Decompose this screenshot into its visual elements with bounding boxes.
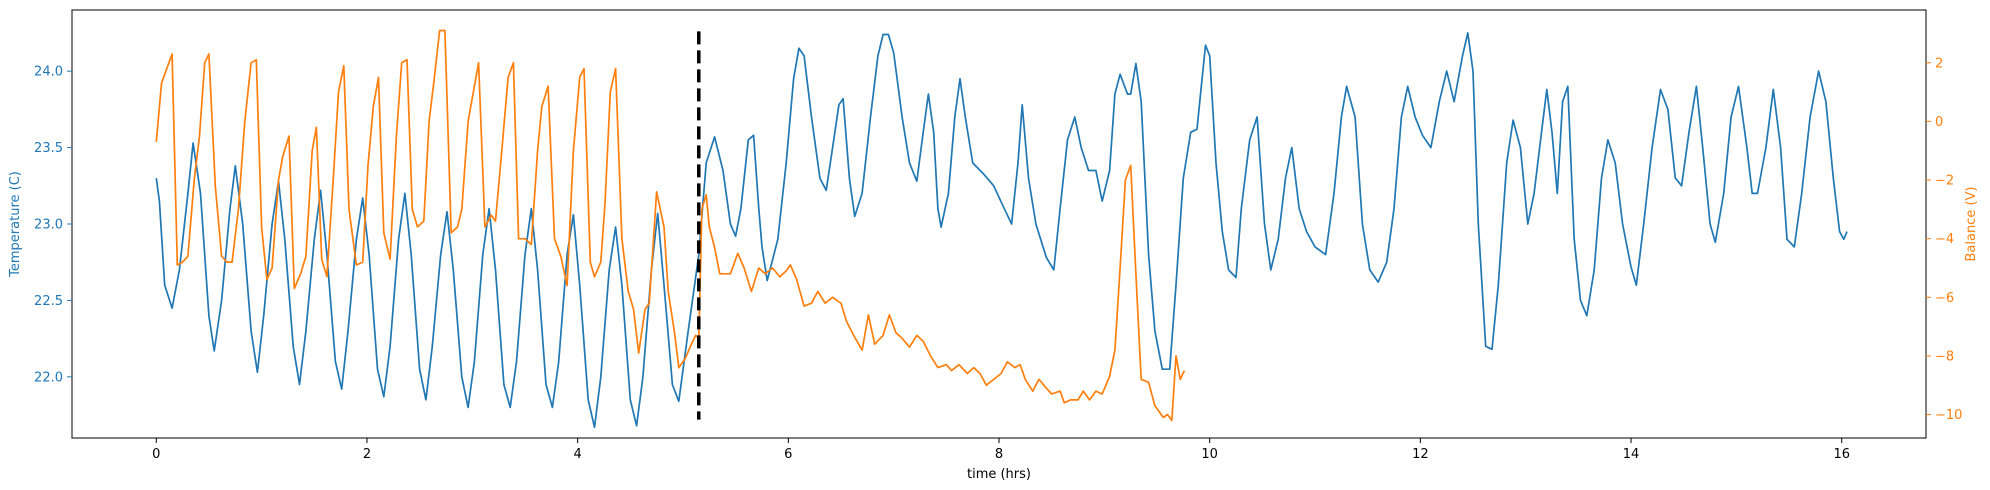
left-y-tick-label: 23.5 [34, 141, 63, 156]
right-y-tick-label: −4 [1935, 232, 1954, 247]
left-y-tick-label: 22.5 [34, 294, 63, 309]
x-axis: 0 2 4 6 8 10 12 14 16 [152, 438, 1850, 462]
x-tick-label: 8 [995, 447, 1003, 462]
right-y-axis: −10 −8 −6 −4 −2 0 2 [1926, 56, 1962, 423]
x-tick-label: 6 [784, 447, 792, 462]
x-tick-label: 2 [363, 447, 371, 462]
left-y-tick-label: 24.0 [34, 65, 63, 80]
x-tick-label: 10 [1201, 447, 1218, 462]
left-y-tick-label: 22.0 [34, 370, 63, 385]
x-tick-label: 4 [573, 447, 581, 462]
series-layer [155, 29, 1848, 429]
right-y-axis-label: Balance (V) [1964, 186, 1979, 261]
right-y-tick-label: 2 [1935, 56, 1943, 71]
right-y-tick-label: −8 [1935, 349, 1954, 364]
x-tick-label: 12 [1412, 447, 1429, 462]
x-axis-label: time (hrs) [967, 467, 1031, 482]
left-y-axis-label: Temperature (C) [8, 171, 23, 278]
balance-line [155, 29, 1186, 422]
temperature-line [155, 32, 1848, 429]
left-y-axis: 22.0 22.5 23.0 23.5 24.0 [34, 65, 72, 385]
right-y-tick-label: −6 [1935, 291, 1954, 306]
x-tick-label: 0 [152, 447, 160, 462]
x-tick-label: 14 [1623, 447, 1640, 462]
right-y-tick-label: 0 [1935, 115, 1943, 130]
left-y-tick-label: 23.0 [34, 218, 63, 233]
right-y-tick-label: −10 [1935, 408, 1962, 423]
x-tick-label: 16 [1833, 447, 1850, 462]
right-y-tick-label: −2 [1935, 174, 1954, 189]
